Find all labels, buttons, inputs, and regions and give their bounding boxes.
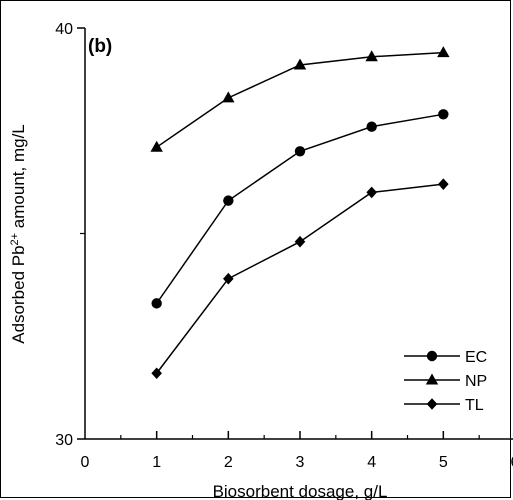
legend-label-ec: EC <box>465 349 487 366</box>
legend-label-np: NP <box>465 373 487 390</box>
x-axis-title: Biosorbent dosage, g/L <box>213 482 388 500</box>
data-point-tl-2 <box>223 272 234 285</box>
legend-item-ec: EC <box>404 349 487 366</box>
data-point-np-4 <box>365 50 378 62</box>
x-tick-label-5: 5 <box>439 454 448 471</box>
y-axis-title-superscript: 2+ <box>9 233 21 246</box>
series-np <box>150 46 450 152</box>
y-tick-label-bottom: 30 <box>55 432 73 449</box>
data-point-ec-2 <box>223 195 234 206</box>
series-line-ec <box>156 113 444 304</box>
legend-marker-ec <box>426 350 438 362</box>
data-point-ec-1 <box>151 298 162 309</box>
data-point-np-5 <box>437 46 450 58</box>
x-tick-label-1: 1 <box>152 454 161 471</box>
series-tl <box>151 178 449 380</box>
legend-marker-np <box>425 373 439 385</box>
data-point-ec-3 <box>294 146 306 157</box>
data-point-tl-3 <box>294 235 306 248</box>
data-point-np-2 <box>222 91 235 103</box>
legend-item-np: NP <box>404 373 487 390</box>
x-tick-label-0: 0 <box>81 454 90 471</box>
y-axis-title-prefix: Adsorbed Pb <box>9 245 28 343</box>
data-point-ec-5 <box>438 109 449 120</box>
y-axis-title-suffix: amount, mg/L <box>9 124 28 233</box>
data-point-tl-4 <box>366 186 377 199</box>
legend-item-tl: TL <box>404 397 484 414</box>
x-tick-label-2: 2 <box>224 454 233 471</box>
panel-label: (b) <box>88 36 112 57</box>
data-point-tl-5 <box>438 178 449 190</box>
x-tick-label-4: 4 <box>367 454 376 471</box>
x-tick-label-6: 6 <box>511 454 513 471</box>
data-point-np-1 <box>150 140 163 152</box>
data-point-tl-1 <box>151 367 162 380</box>
data-point-ec-4 <box>366 121 377 132</box>
data-point-np-3 <box>293 58 307 70</box>
y-axis-title: Adsorbed Pb2+ amount, mg/L <box>9 124 28 344</box>
legend-label-tl: TL <box>465 397 484 414</box>
series-ec <box>151 109 449 309</box>
x-tick-label-3: 3 <box>296 454 305 471</box>
series-line-tl <box>156 183 444 374</box>
legend-marker-tl <box>426 398 438 410</box>
y-tick-label-top: 40 <box>55 21 73 38</box>
